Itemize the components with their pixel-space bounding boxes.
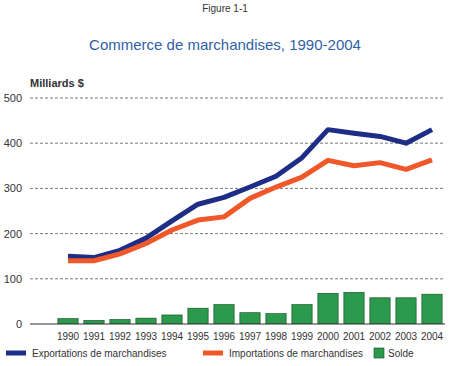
y-tick-label: 300 xyxy=(4,182,22,194)
legend-label: Solde xyxy=(388,348,414,359)
figure-label: Figure 1-1 xyxy=(202,3,248,14)
x-tick-label: 1996 xyxy=(213,331,236,342)
x-tick-label: 1992 xyxy=(109,331,132,342)
legend-swatch xyxy=(203,351,223,356)
chart: Figure 1-1 Commerce de marchandises, 1990… xyxy=(0,0,450,366)
bar xyxy=(344,292,364,324)
bar xyxy=(370,298,390,324)
bar xyxy=(188,308,208,324)
y-tick-label: 200 xyxy=(4,228,22,240)
bar xyxy=(422,294,442,324)
bar xyxy=(214,305,234,324)
bar xyxy=(292,305,312,324)
x-tick-label: 2001 xyxy=(343,331,366,342)
grid-line xyxy=(30,233,445,234)
grid-line xyxy=(30,98,445,99)
x-tick-label: 2004 xyxy=(421,331,444,342)
x-tick-label: 1997 xyxy=(239,331,262,342)
line xyxy=(68,130,432,258)
bar xyxy=(58,319,78,324)
bar xyxy=(318,293,338,324)
legend-swatch xyxy=(6,351,26,356)
legend-swatch xyxy=(374,348,384,358)
bar xyxy=(396,298,416,324)
y-axis-label: Milliards $ xyxy=(30,77,84,89)
x-tick-label: 1999 xyxy=(291,331,314,342)
x-tick-label: 1995 xyxy=(187,331,210,342)
bar xyxy=(136,318,156,324)
bar xyxy=(266,314,286,324)
x-tick-label: 2002 xyxy=(369,331,392,342)
bar xyxy=(240,313,260,324)
legend-label: Importations de marchandises xyxy=(229,348,363,359)
line xyxy=(68,160,432,261)
y-tick-label: 500 xyxy=(4,92,22,104)
x-tick-label: 1994 xyxy=(161,331,184,342)
bar xyxy=(162,315,182,324)
x-tick-label: 1998 xyxy=(265,331,288,342)
x-tick-label: 1990 xyxy=(57,331,80,342)
x-tick-label: 2000 xyxy=(317,331,340,342)
grid-line xyxy=(30,143,445,144)
grid-line xyxy=(30,278,445,279)
bar xyxy=(84,320,104,324)
x-tick-label: 2003 xyxy=(395,331,418,342)
y-tick-label: 0 xyxy=(16,318,22,330)
x-tick-label: 1993 xyxy=(135,331,158,342)
title: Commerce de marchandises, 1990-2004 xyxy=(89,36,361,53)
legend: Exportations de marchandises Importations… xyxy=(6,348,414,359)
bar xyxy=(110,319,130,324)
x-tick-label: 1991 xyxy=(83,331,106,342)
y-tick-label: 400 xyxy=(4,137,22,149)
marks xyxy=(58,130,442,324)
grid-line xyxy=(30,188,445,189)
legend-label: Exportations de marchandises xyxy=(32,348,167,359)
x-axis-line xyxy=(30,324,445,325)
y-tick-label: 100 xyxy=(4,273,22,285)
